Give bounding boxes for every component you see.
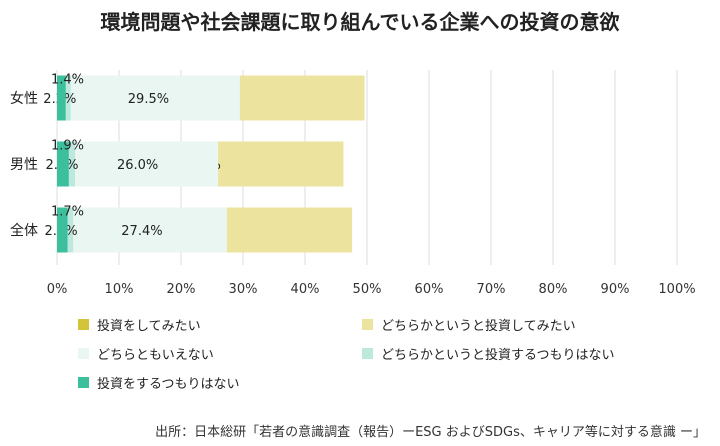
data-label: 1.7% — [51, 205, 84, 220]
chart-title: 環境問題や社会課題に取り組んでいる企業への投資の意欲 — [100, 10, 620, 34]
source-note: 出所：日本総研「若者の意識調査（報告）ーESG およびSDGs、キャリア等に対す… — [155, 425, 706, 440]
bar-segment — [57, 141, 69, 187]
bar-segment — [57, 75, 240, 121]
category-label: 全体 — [10, 222, 38, 239]
x-tick-label: 40% — [291, 282, 320, 297]
data-label: 29.5% — [128, 92, 169, 107]
bar-segment — [57, 207, 227, 253]
category-label: 男性 — [10, 157, 38, 173]
x-tick-label: 70% — [477, 282, 506, 297]
x-tick-label: 80% — [539, 282, 568, 297]
x-tick-label: 20% — [167, 282, 196, 297]
bar-segment — [57, 75, 66, 121]
x-tick-label: 100% — [658, 282, 695, 297]
category-label: 女性 — [10, 90, 38, 107]
x-tick-label: 60% — [415, 282, 444, 297]
bar-segment — [57, 141, 219, 187]
data-label: 1.9% — [51, 139, 84, 154]
x-tick-label: 90% — [601, 282, 630, 297]
data-label: 1.4% — [51, 73, 84, 88]
data-label: 26.0% — [117, 158, 158, 173]
x-tick-label: 10% — [105, 282, 134, 297]
bar-segment — [57, 207, 68, 253]
x-tick-label: 30% — [229, 282, 258, 297]
data-label: 27.4% — [121, 224, 162, 239]
x-tick-label: 50% — [353, 282, 382, 297]
x-tick-label: 0% — [47, 282, 68, 297]
